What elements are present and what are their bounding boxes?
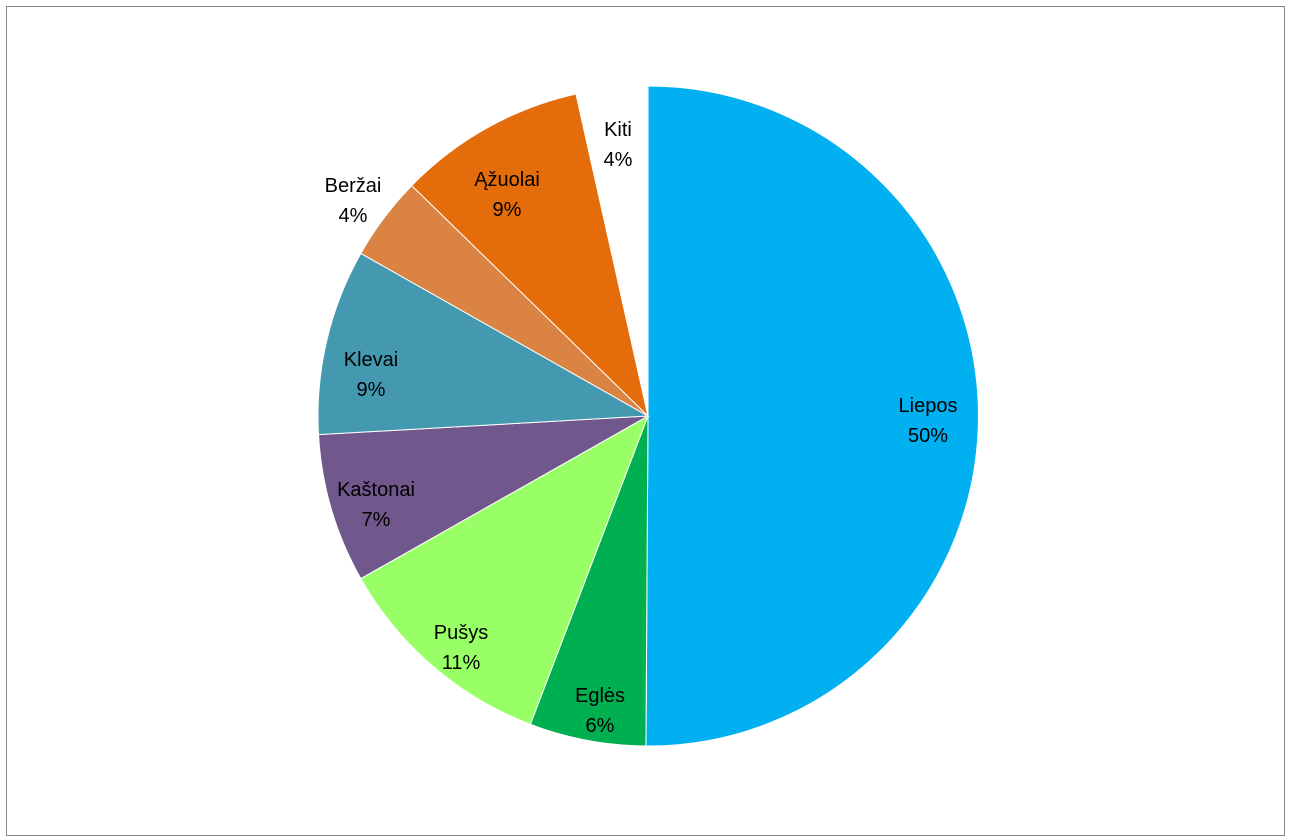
slice-name-label-8: Kiti [604, 119, 632, 141]
slice-percent-label-2: 6% [586, 715, 615, 737]
pie-slice-4 [318, 415, 649, 580]
slice-name-label-3: Pušys [434, 622, 488, 644]
slice-percent-label-6: 4% [339, 205, 368, 227]
pie-slice-3 [360, 414, 649, 725]
pie-slice-8 [575, 85, 649, 417]
slice-percent-label-1: 50% [908, 425, 948, 447]
pie-slice-5 [317, 252, 650, 436]
slice-name-label-6: Beržai [325, 175, 382, 197]
slice-percent-label-8: 4% [604, 149, 633, 171]
chart-area: Liepos 50% Eglės 6% Pušys 11% Kaštonai 7% Klevai… [6, 6, 1285, 836]
pie-slice-1 [645, 85, 979, 747]
slice-name-label-5: Klevai [344, 349, 398, 371]
slice-name-label-4: Kaštonai [337, 479, 415, 501]
slice-name-label-7: Ąžuolai [474, 169, 540, 191]
slice-name-label-1: Liepos [899, 395, 958, 417]
slice-name-label-2: Eglės [575, 685, 625, 707]
slice-percent-label-3: 11% [442, 652, 481, 674]
slice-percent-label-5: 9% [357, 379, 386, 401]
pie-slice-7 [411, 93, 649, 418]
slice-percent-label-4: 7% [362, 509, 391, 531]
slice-percent-label-7: 9% [493, 199, 522, 221]
pie-chart: Liepos 50% Eglės 6% Pušys 11% Kaštonai 7% Klevai… [317, 85, 979, 747]
